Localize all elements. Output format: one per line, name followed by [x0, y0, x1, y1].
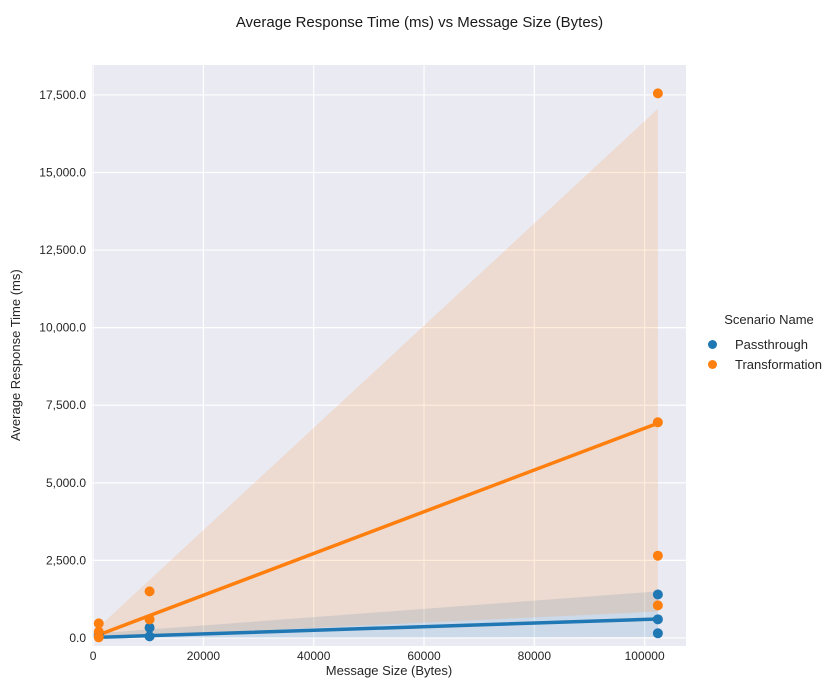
- x-axis-label: Message Size (Bytes): [325, 663, 453, 678]
- scatter-point-transformation: [652, 600, 663, 611]
- x-tick-label: 20000: [187, 649, 221, 663]
- legend-label-passthrough: Passthrough: [735, 336, 808, 352]
- scatter-point-transformation: [652, 88, 663, 99]
- scatter-point-passthrough: [652, 589, 663, 600]
- y-tick-label: 10,000.0: [39, 321, 86, 335]
- scatter-point-passthrough: [144, 622, 155, 633]
- y-tick-label: 2,500.0: [46, 553, 86, 567]
- legend: Scenario Name Passthrough Transformation: [700, 312, 838, 374]
- y-tick-label: 15,000.0: [39, 166, 86, 180]
- x-tick-label: 80000: [518, 649, 552, 663]
- confidence-band-transformation: [98, 108, 658, 638]
- x-tick-label: 0: [90, 649, 97, 663]
- y-tick-label: 0.0: [69, 631, 86, 645]
- scatter-point-transformation: [144, 614, 155, 625]
- legend-swatch-passthrough: [708, 339, 717, 349]
- plot-background: [92, 65, 686, 646]
- legend-item-passthrough: Passthrough: [700, 334, 838, 354]
- y-tick-label: 7,500.0: [46, 398, 86, 412]
- x-tick-label: 60000: [407, 649, 441, 663]
- legend-title: Scenario Name: [724, 312, 814, 327]
- legend-swatch-transformation: [708, 359, 717, 369]
- y-tick-label: 17,500.0: [39, 88, 86, 102]
- scatter-point-transformation: [652, 550, 663, 561]
- legend-item-transformation: Transformation: [700, 354, 838, 374]
- scatter-point-transformation: [144, 586, 155, 597]
- confidence-band-passthrough: [98, 591, 658, 638]
- regression-line-passthrough: [97, 617, 660, 640]
- x-tick-label: 100000: [625, 649, 665, 663]
- y-tick-label: 5,000.0: [46, 476, 86, 490]
- x-tick-label: 40000: [297, 649, 331, 663]
- y-tick-label: 12,500.0: [39, 243, 86, 257]
- chart-title: Average Response Time (ms) vs Message Si…: [235, 14, 604, 31]
- legend-label-transformation: Transformation: [735, 356, 822, 372]
- scatter-point-transformation: [93, 618, 104, 629]
- regression-line-transformation: [97, 421, 660, 637]
- scatter-point-passthrough: [652, 628, 663, 639]
- scatter-point-passthrough: [652, 614, 663, 625]
- scatter-point-transformation: [652, 417, 663, 428]
- scatter-point-transformation: [93, 632, 104, 643]
- scatter-point-passthrough: [144, 631, 155, 642]
